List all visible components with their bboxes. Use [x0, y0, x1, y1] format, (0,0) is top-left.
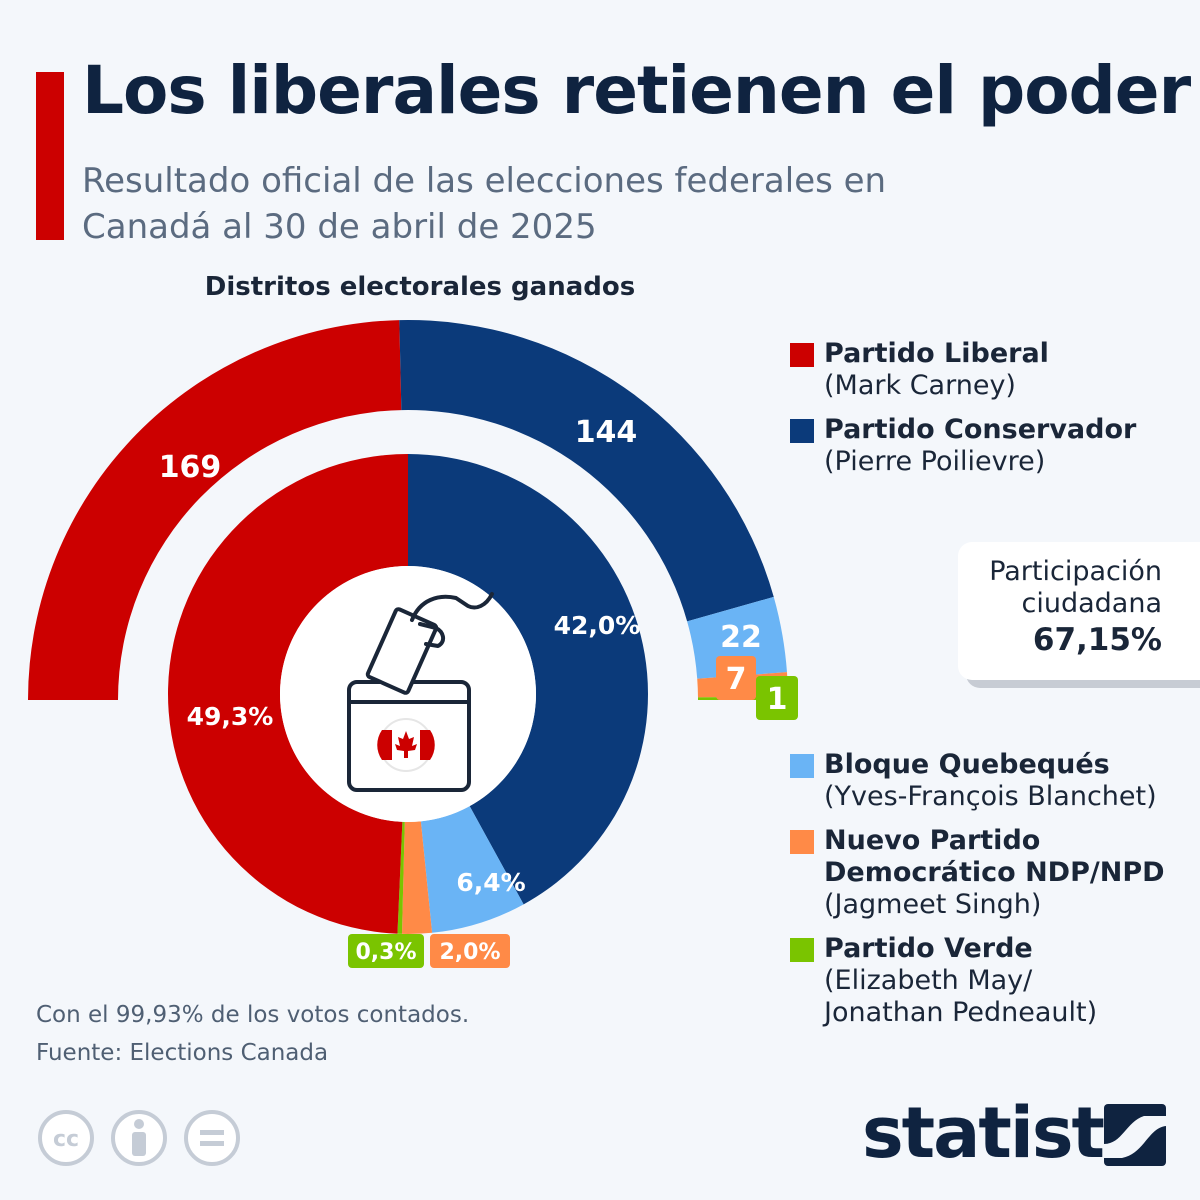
vote-badge-green [348, 934, 424, 968]
source-note: Fuente: Elections Canada [36, 1040, 329, 1066]
legend-swatch [790, 343, 814, 367]
seat-arc-conservative [399, 320, 774, 622]
inner-ring-votes [168, 454, 649, 934]
legend-item-green: Partido Verde (Elizabeth May/ Jonathan P… [790, 933, 1120, 1029]
legend-swatch [790, 830, 814, 854]
legend-leader: (Mark Carney) [824, 370, 1016, 401]
legend-leader: (Jagmeet Singh) [824, 889, 1042, 920]
vote-label-bloc: 6,4% [456, 868, 525, 897]
seat-arc-liberal [28, 320, 402, 700]
vote-arc-ndp [401, 821, 433, 934]
page-subtitle: Resultado oficial de las elecciones fede… [82, 161, 887, 247]
turnout-label: Participación ciudadana [989, 556, 1162, 619]
vote-label-green: 0,3% [355, 940, 416, 965]
seat-label-green: 1 [767, 682, 788, 717]
vote-badge-ndp [430, 934, 510, 968]
legend-swatch [790, 938, 814, 962]
seat-arc-bloc [687, 596, 787, 679]
legend-item-ndp: Nuevo Partido Democrático NDP/NPD (Jagme… [790, 825, 1170, 921]
legend-name: Nuevo Partido Democrático NDP/NPD [824, 825, 1165, 888]
canada-flag-icon [377, 718, 435, 772]
seat-label-conservative: 144 [575, 415, 638, 450]
seat-label-bloc: 22 [720, 620, 762, 655]
vote-label-ndp: 2,0% [439, 940, 500, 965]
outer-ring-seats [28, 320, 788, 700]
outer-ring-labels: 169 144 22 71 [159, 415, 798, 720]
seat-label-liberal: 169 [159, 450, 222, 485]
seat-badge-green [756, 676, 798, 720]
legend-item-liberal: Partido Liberal (Mark Carney) [790, 338, 1190, 402]
seat-badge-ndp [716, 656, 756, 700]
legend-item-conservative: Partido Conservador (Pierre Poilievre) [790, 414, 1190, 478]
page-title: Los liberales retienen el poder [82, 52, 1191, 129]
vote-label-liberal: 49,3% [187, 702, 274, 731]
no-derivatives-icon[interactable] [184, 1110, 240, 1166]
turnout-value: 67,15% [1032, 622, 1162, 658]
turnout-card: Participación ciudadana 67,15% [958, 542, 1200, 680]
inner-ring-labels: 49,3% 42,0% 6,4% 0,3% 2,0% [187, 611, 641, 968]
legend-name: Partido Verde [824, 933, 1033, 964]
cc-icon[interactable]: cc [38, 1110, 94, 1166]
votes-counted-note: Con el 99,93% de los votos contados. [36, 1002, 470, 1028]
legend-name: Bloque Quebequés [824, 749, 1110, 780]
vote-arc-green [397, 821, 405, 934]
legend-leader: (Pierre Poilievre) [824, 446, 1046, 477]
license-icons[interactable]: cc [36, 1108, 246, 1168]
statista-logo[interactable]: statista [862, 1092, 1150, 1174]
accent-bar [36, 72, 64, 240]
vote-arc-conservative [408, 454, 649, 905]
svg-text:cc: cc [53, 1127, 79, 1152]
legend-name: Partido Liberal [824, 338, 1049, 369]
vote-label-conservative: 42,0% [554, 611, 641, 640]
legend-leader: (Elizabeth May/ Jonathan Pedneault) [824, 965, 1098, 1028]
legend-name: Partido Conservador [824, 414, 1137, 445]
attribution-icon[interactable] [111, 1110, 167, 1166]
legend-swatch [790, 419, 814, 443]
legend-swatch [790, 754, 814, 778]
vote-arc-bloc [420, 806, 524, 933]
statista-logo-icon[interactable] [1104, 1104, 1166, 1166]
vote-arc-liberal [168, 454, 408, 934]
legend-leader: (Yves-François Blanchet) [824, 781, 1157, 812]
legend-item-bloc: Bloque Quebequés (Yves-François Blanchet… [790, 749, 1190, 813]
chart-title: Distritos electorales ganados [204, 272, 636, 302]
seat-label-ndp: 7 [726, 662, 747, 697]
